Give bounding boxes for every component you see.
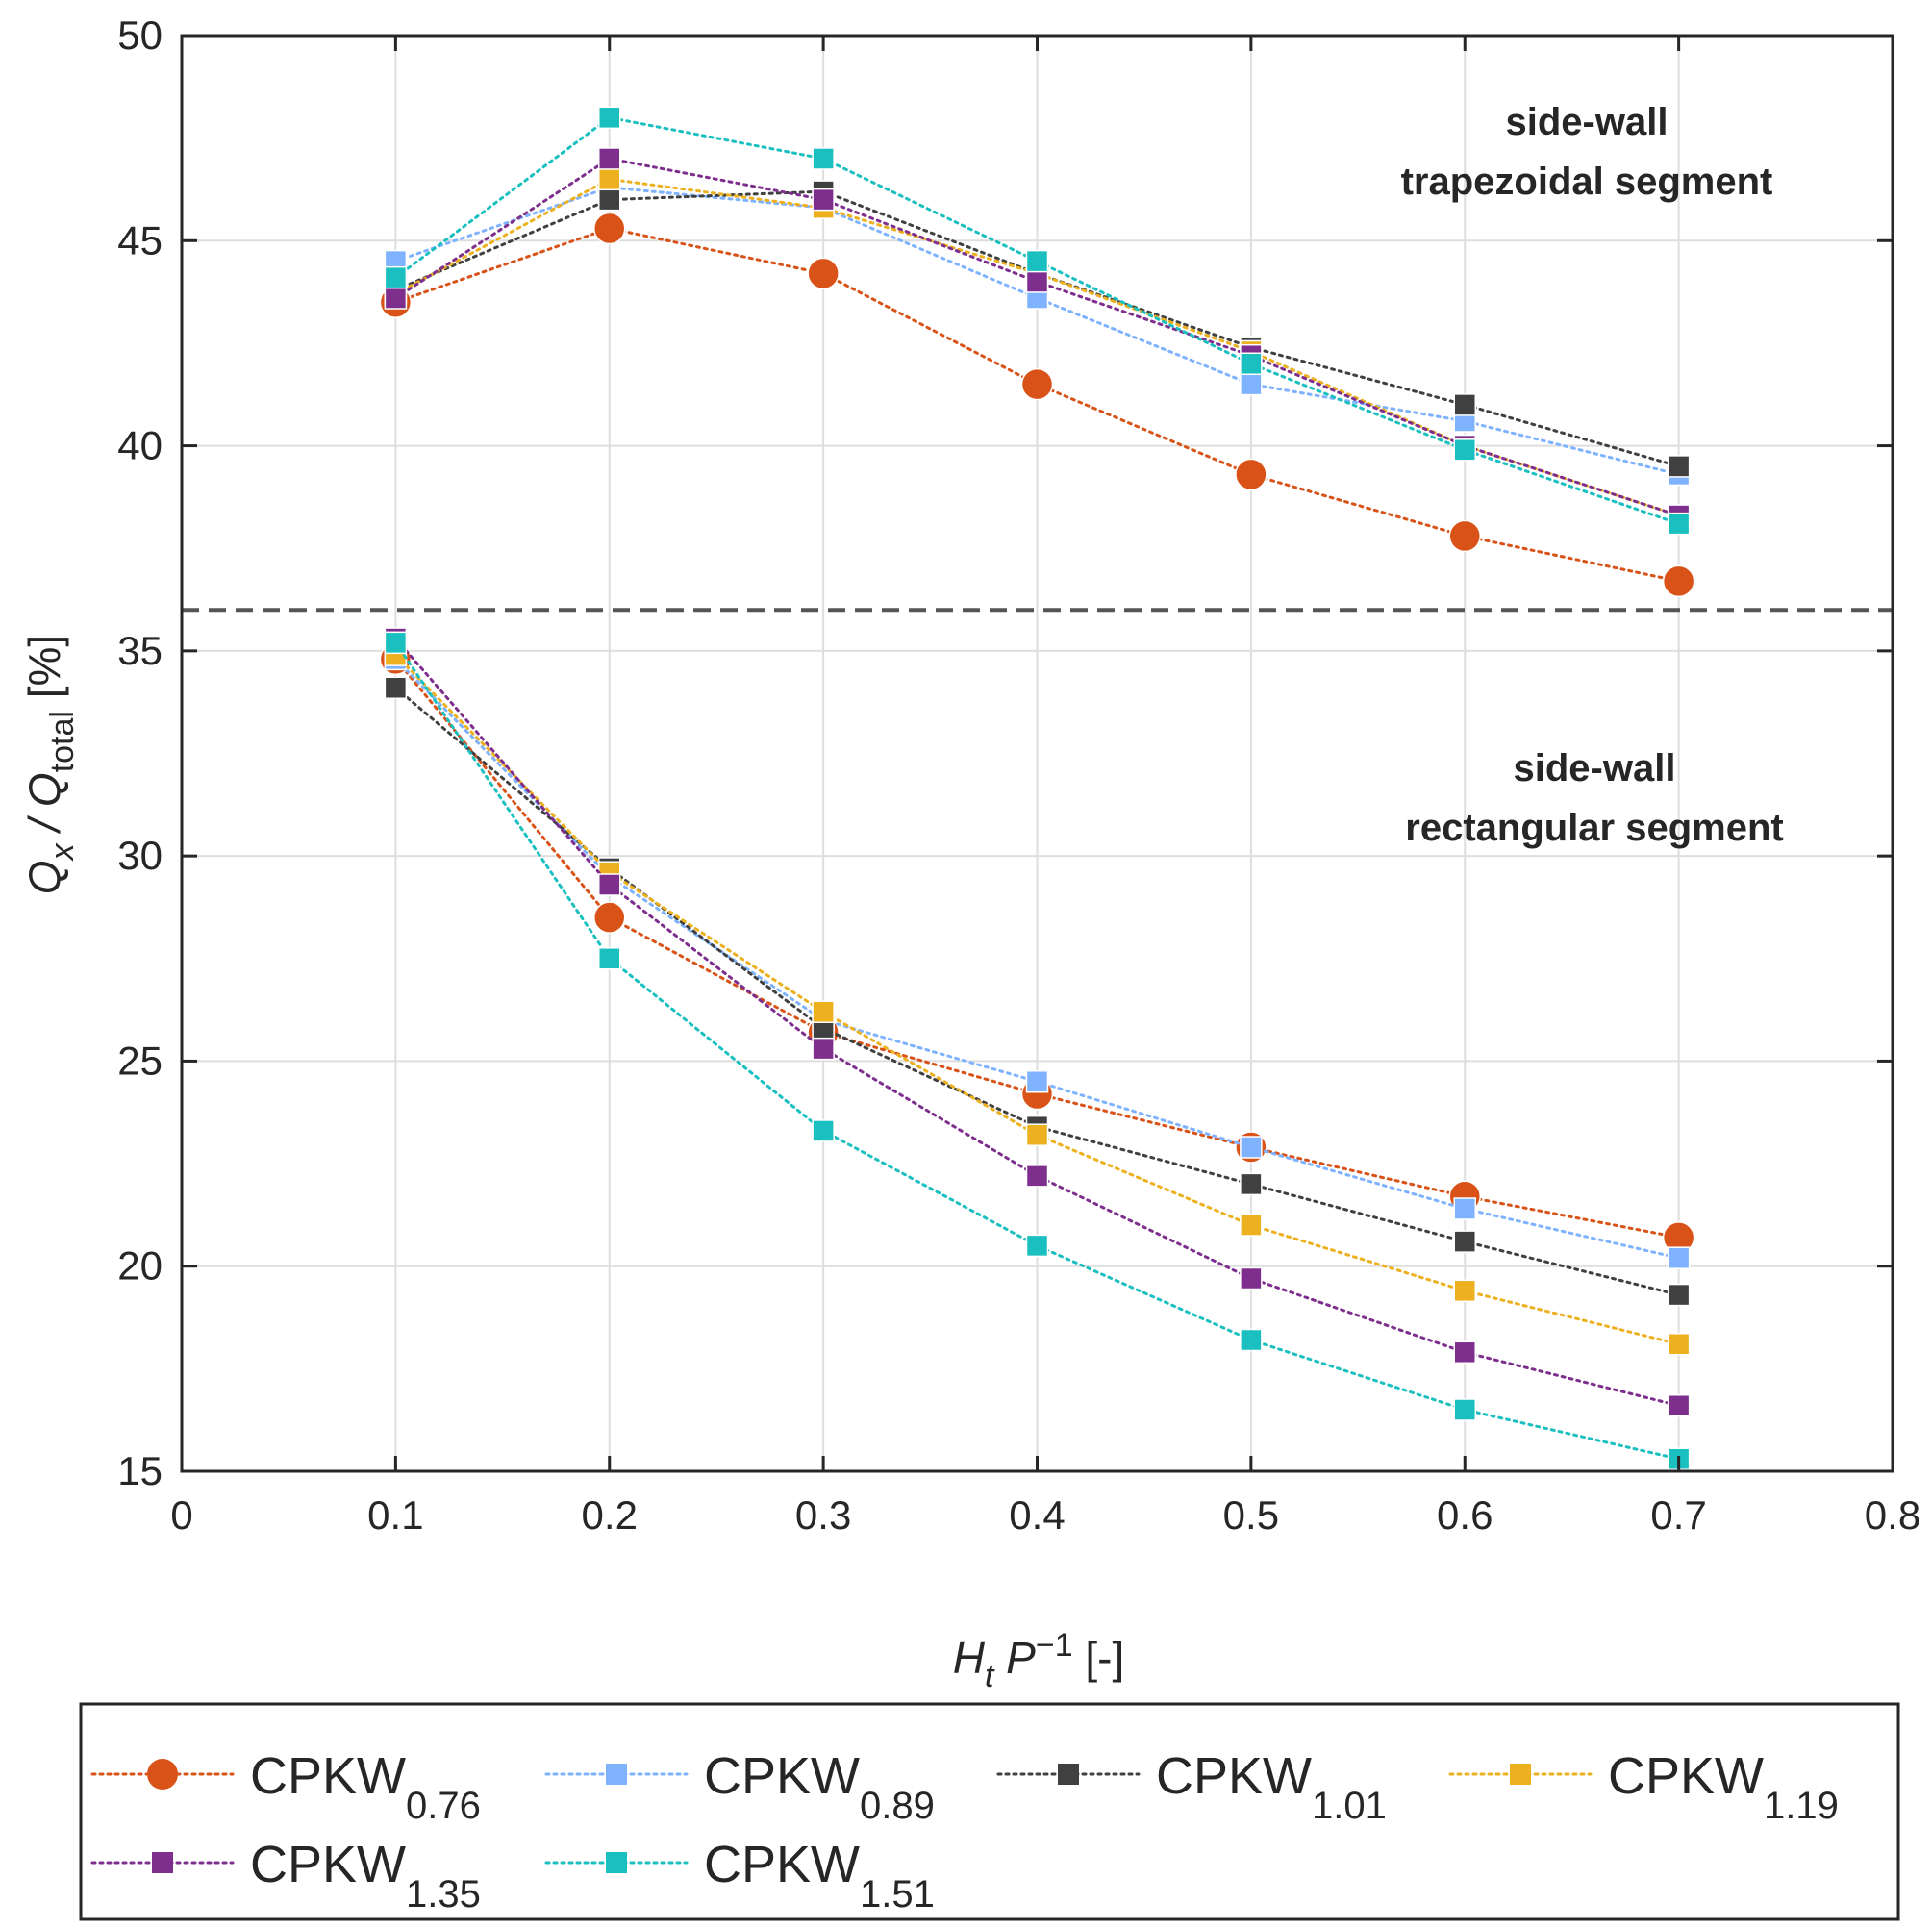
legend-label: CPKW1.01	[1156, 1747, 1387, 1827]
data-point	[1025, 249, 1049, 273]
data-point	[1453, 1230, 1476, 1253]
data-point	[1453, 1279, 1476, 1303]
plot-frame	[180, 34, 1894, 1473]
legend-label: CPKW0.89	[704, 1747, 935, 1827]
data-point	[1662, 564, 1695, 598]
data-point	[1240, 1266, 1263, 1290]
y-tick-label: 30	[117, 833, 163, 878]
x-tick-label: 0.3	[795, 1492, 851, 1538]
y-tick-label: 15	[117, 1448, 163, 1493]
x-tick-label: 0.5	[1223, 1492, 1279, 1538]
legend-item-1.51: CPKW1.51	[544, 1836, 935, 1916]
annotation-rectangular-line1: side-wall	[1514, 747, 1676, 789]
data-series	[379, 106, 1695, 1470]
data-point	[384, 676, 408, 699]
data-point	[1025, 1070, 1049, 1093]
legend-item-0.76: CPKW0.76	[90, 1747, 481, 1827]
legend-label: CPKW1.35	[250, 1836, 481, 1916]
data-point	[1453, 1398, 1476, 1421]
data-point	[1020, 367, 1054, 401]
legend-item-1.19: CPKW1.19	[1448, 1747, 1839, 1827]
annotation-trapezoidal-line1: side-wall	[1506, 101, 1669, 143]
annotation-rectangular-line2: rectangular segment	[1405, 807, 1783, 849]
data-point	[1240, 1172, 1263, 1196]
legend: CPKW0.76 CPKW0.89 CPKW1.01 CPKW1.19 CPKW1.35…	[79, 1702, 1900, 1921]
data-point	[1667, 455, 1691, 478]
legend-label: CPKW0.76	[250, 1747, 481, 1827]
data-point	[1453, 1340, 1476, 1365]
y-axis-label: Qx / Qtotal [%]	[19, 635, 81, 894]
data-point	[807, 257, 840, 290]
x-tick-label: 0.7	[1650, 1492, 1706, 1538]
data-point	[598, 106, 621, 130]
tick-labels: 0 0.1 0.2 0.3 0.4 0.5 0.6 0.7 0.8 15 20 25 30 35 40 45 5…	[117, 13, 1920, 1538]
y-tick-label: 50	[117, 13, 163, 58]
legend-item-0.89: CPKW0.89	[544, 1747, 935, 1827]
data-point	[1025, 1123, 1049, 1146]
data-point	[384, 265, 408, 289]
data-point	[1240, 1328, 1263, 1352]
legend-marker	[152, 1852, 173, 1873]
data-point	[1667, 1393, 1691, 1417]
y-tick-label: 20	[117, 1243, 163, 1289]
series-1.01	[384, 180, 1691, 1307]
data-point	[1240, 1136, 1263, 1159]
legend-box	[79, 1702, 1900, 1921]
data-point	[384, 631, 408, 655]
x-tick-label: 0.1	[367, 1492, 423, 1538]
data-point	[1025, 1165, 1049, 1188]
legend-label: CPKW1.51	[704, 1836, 935, 1916]
data-point	[1240, 352, 1263, 376]
annotations: side-wall trapezoidal segment side-wall …	[1401, 101, 1784, 849]
data-point	[1453, 1197, 1476, 1220]
legend-marker	[147, 1759, 178, 1790]
legend-marker	[606, 1852, 627, 1873]
data-point	[598, 947, 621, 970]
legend-marker	[1510, 1764, 1531, 1785]
series-0.76	[379, 212, 1695, 1254]
data-point	[1240, 1214, 1263, 1237]
data-point	[1448, 519, 1481, 553]
data-point	[812, 1119, 835, 1142]
data-point	[1667, 1333, 1691, 1356]
data-point	[1453, 438, 1476, 462]
data-point	[1235, 458, 1267, 491]
data-point	[1240, 372, 1263, 396]
y-tick-label: 40	[117, 423, 163, 468]
y-tick-label: 25	[117, 1038, 163, 1083]
data-point	[812, 147, 835, 170]
data-point	[598, 147, 621, 170]
data-point	[593, 212, 626, 245]
data-point	[598, 873, 621, 896]
x-tick-label: 0.8	[1865, 1492, 1920, 1538]
data-point	[1453, 393, 1476, 416]
x-axis-label: Ht P−1 [-]	[953, 1627, 1125, 1694]
x-tick-label: 0.2	[582, 1492, 638, 1538]
data-point	[1667, 512, 1691, 536]
y-tick-label: 35	[117, 628, 163, 673]
legend-label: CPKW1.19	[1608, 1747, 1839, 1827]
legend-marker	[606, 1764, 627, 1785]
x-tick-label: 0	[170, 1492, 192, 1538]
data-point	[1025, 1234, 1049, 1258]
x-tick-label: 0.6	[1437, 1492, 1493, 1538]
data-point	[384, 287, 408, 310]
data-point	[812, 188, 835, 212]
data-point	[1667, 1283, 1691, 1307]
series-1.51	[384, 106, 1691, 1470]
data-point	[812, 1037, 835, 1061]
data-point	[593, 901, 626, 934]
data-point	[1667, 1246, 1691, 1269]
annotation-trapezoidal-line2: trapezoidal segment	[1401, 161, 1773, 203]
y-tick-label: 45	[117, 217, 163, 263]
legend-item-1.35: CPKW1.35	[90, 1836, 481, 1916]
data-point	[1025, 270, 1049, 293]
legend-marker	[1058, 1764, 1079, 1785]
legend-item-1.01: CPKW1.01	[996, 1747, 1387, 1827]
data-point	[598, 167, 621, 191]
data-point	[812, 1000, 835, 1023]
data-point	[598, 188, 621, 212]
x-tick-label: 0.4	[1009, 1492, 1065, 1538]
